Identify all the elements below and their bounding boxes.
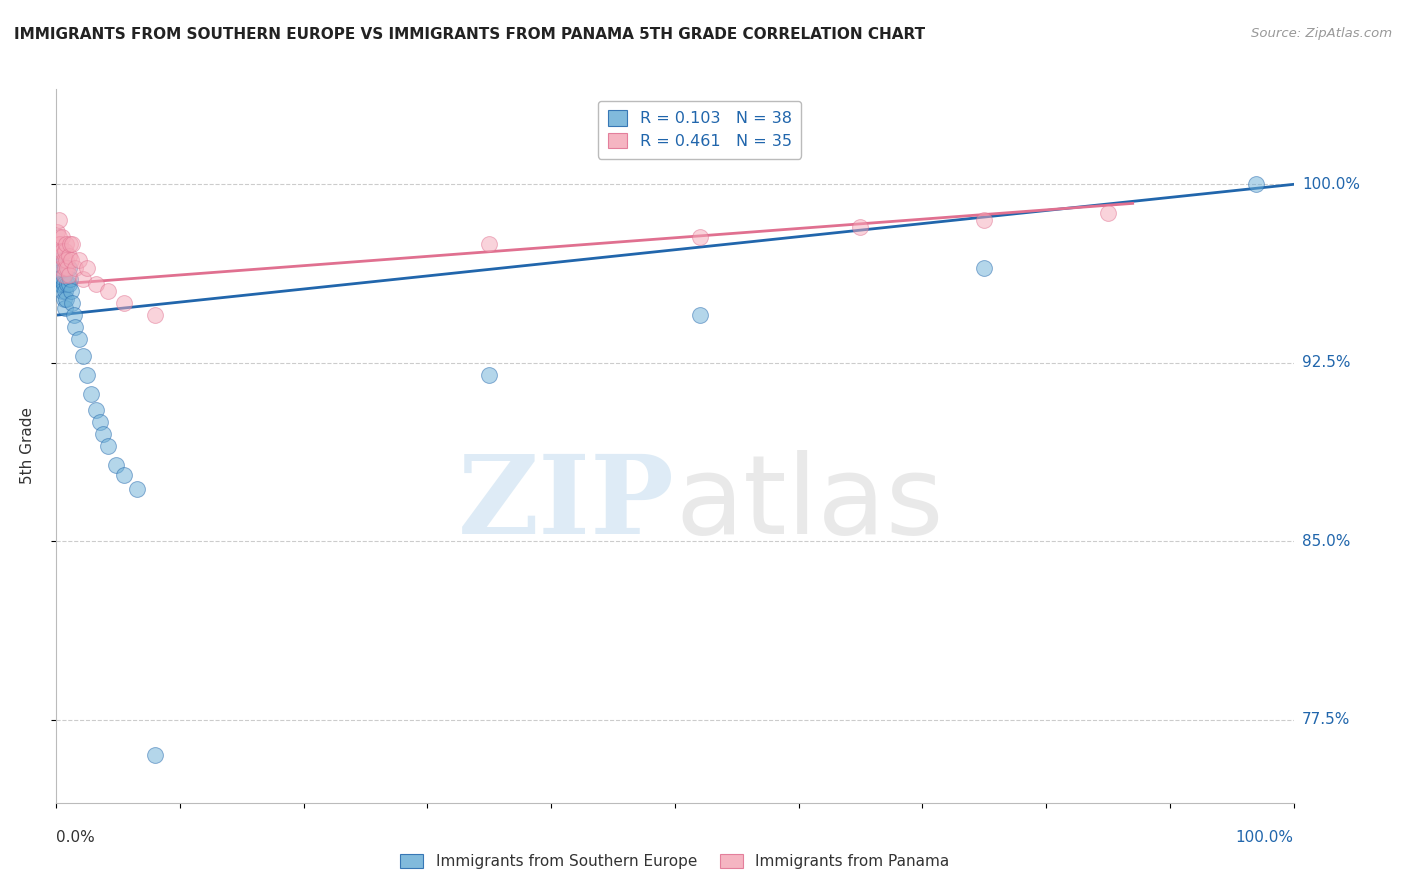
- Point: [51, 260, 73, 275]
- Text: 0.0%: 0.0%: [56, 830, 96, 845]
- Point: [51, 249, 73, 263]
- Point: [72, 349, 94, 363]
- Point: [56, 277, 79, 292]
- Point: [59, 236, 82, 251]
- Text: ZIP: ZIP: [458, 450, 675, 557]
- Point: [76, 260, 98, 275]
- Point: [52, 253, 75, 268]
- Point: [63, 320, 86, 334]
- Point: [60, 285, 83, 299]
- Point: [51, 277, 73, 292]
- Point: [80, 386, 103, 401]
- Point: [51, 285, 73, 299]
- Point: [1246, 178, 1268, 192]
- Point: [478, 368, 501, 382]
- Point: [48, 244, 70, 258]
- Point: [67, 332, 90, 346]
- Point: [53, 285, 76, 299]
- Point: [59, 272, 82, 286]
- Text: 100.0%: 100.0%: [1302, 177, 1360, 192]
- Text: 100.0%: 100.0%: [1236, 830, 1294, 845]
- Point: [46, 236, 69, 251]
- Point: [58, 277, 80, 292]
- Point: [55, 236, 77, 251]
- Point: [55, 292, 77, 306]
- Text: IMMIGRANTS FROM SOUTHERN EUROPE VS IMMIGRANTS FROM PANAMA 5TH GRADE CORRELATION : IMMIGRANTS FROM SOUTHERN EUROPE VS IMMIG…: [14, 27, 925, 42]
- Point: [46, 272, 69, 286]
- Point: [76, 368, 98, 382]
- Point: [689, 229, 711, 244]
- Point: [84, 277, 107, 292]
- Point: [58, 260, 80, 275]
- Point: [60, 296, 83, 310]
- Point: [58, 268, 80, 282]
- Point: [973, 260, 995, 275]
- Point: [56, 260, 79, 275]
- Point: [91, 427, 114, 442]
- Point: [51, 258, 73, 272]
- Point: [63, 260, 86, 275]
- Point: [53, 244, 76, 258]
- Point: [973, 213, 995, 227]
- Legend: Immigrants from Southern Europe, Immigrants from Panama: Immigrants from Southern Europe, Immigra…: [394, 848, 956, 875]
- Point: [478, 236, 501, 251]
- Point: [62, 308, 84, 322]
- Point: [49, 244, 72, 258]
- Point: [52, 292, 75, 306]
- Point: [1097, 206, 1119, 220]
- Point: [67, 253, 90, 268]
- Point: [48, 277, 70, 292]
- Point: [104, 458, 127, 472]
- Point: [849, 220, 872, 235]
- Point: [48, 229, 70, 244]
- Text: Source: ZipAtlas.com: Source: ZipAtlas.com: [1251, 27, 1392, 40]
- Point: [84, 403, 107, 417]
- Point: [125, 482, 148, 496]
- Point: [689, 308, 711, 322]
- Point: [51, 229, 73, 244]
- Point: [46, 225, 69, 239]
- Legend: R = 0.103   N = 38, R = 0.461   N = 35: R = 0.103 N = 38, R = 0.461 N = 35: [598, 101, 801, 159]
- Point: [52, 277, 75, 292]
- Point: [112, 296, 135, 310]
- Point: [60, 236, 83, 251]
- Text: 85.0%: 85.0%: [1302, 533, 1350, 549]
- Point: [72, 272, 94, 286]
- Text: atlas: atlas: [675, 450, 943, 557]
- Point: [55, 253, 77, 268]
- Point: [52, 268, 75, 282]
- Point: [53, 260, 76, 275]
- Text: 92.5%: 92.5%: [1302, 355, 1350, 370]
- Point: [53, 301, 76, 315]
- Point: [49, 236, 72, 251]
- Point: [48, 213, 70, 227]
- Point: [97, 285, 120, 299]
- Point: [58, 249, 80, 263]
- Point: [97, 439, 120, 453]
- Point: [51, 244, 73, 258]
- Text: 77.5%: 77.5%: [1302, 712, 1350, 727]
- Point: [51, 270, 73, 285]
- Point: [60, 253, 83, 268]
- Point: [49, 265, 72, 279]
- Point: [49, 253, 72, 268]
- Point: [112, 467, 135, 482]
- Point: [89, 415, 111, 429]
- Point: [143, 748, 166, 763]
- Y-axis label: 5th Grade: 5th Grade: [21, 408, 35, 484]
- Point: [143, 308, 166, 322]
